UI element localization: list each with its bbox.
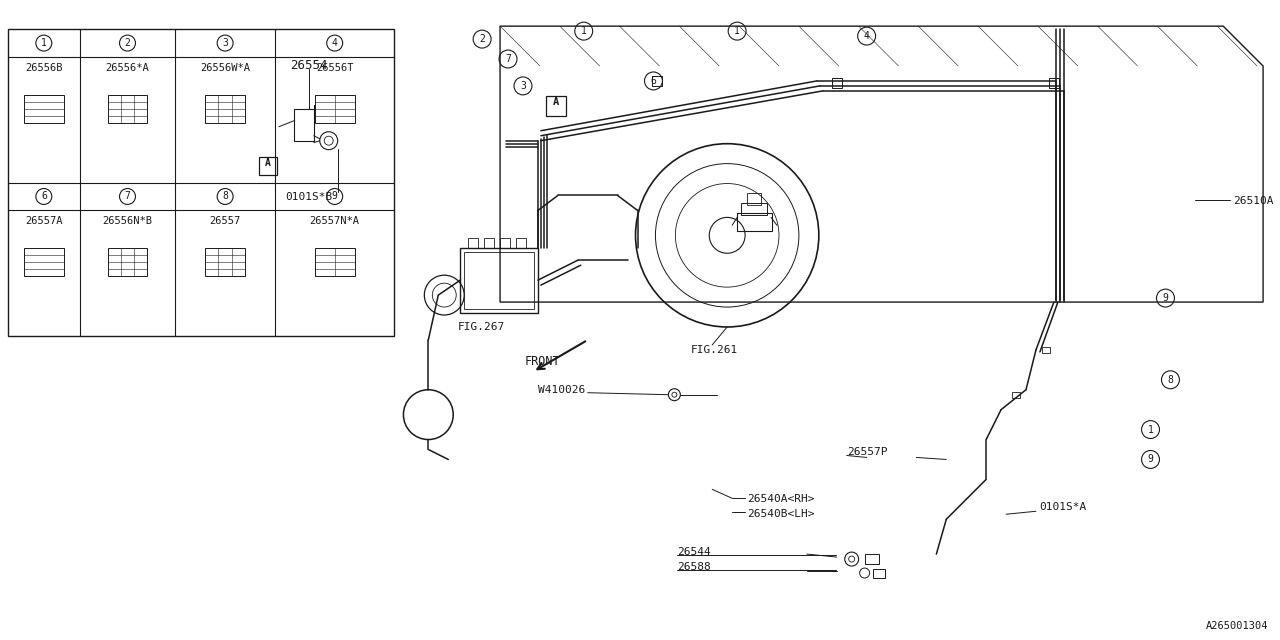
Text: 26556T: 26556T	[316, 63, 353, 73]
Text: 26588: 26588	[677, 562, 712, 572]
Bar	[468, 238, 479, 248]
Bar	[873, 569, 884, 578]
Bar	[832, 78, 842, 88]
Text: 26557N*A: 26557N*A	[310, 216, 360, 227]
Text: 8: 8	[223, 191, 228, 202]
Bar	[294, 109, 314, 141]
Text: 1: 1	[735, 26, 740, 36]
Bar	[1042, 347, 1050, 353]
Text: 26544: 26544	[677, 547, 712, 557]
Text: 4: 4	[864, 31, 869, 41]
Bar	[108, 248, 147, 276]
Bar	[1012, 392, 1020, 397]
Text: 3: 3	[223, 38, 228, 48]
Bar	[500, 238, 509, 248]
Bar	[461, 248, 538, 313]
Text: 0101S*A: 0101S*A	[1039, 502, 1087, 512]
Text: 8: 8	[1167, 375, 1174, 385]
Text: 1: 1	[1148, 424, 1153, 435]
Text: 1: 1	[581, 26, 586, 36]
Bar	[315, 248, 355, 276]
Text: 26557: 26557	[210, 216, 241, 227]
Text: 0101S*B: 0101S*B	[285, 193, 333, 202]
Text: 9: 9	[1162, 293, 1169, 303]
Bar	[24, 248, 64, 276]
Text: FRONT: FRONT	[525, 355, 561, 368]
Text: 9: 9	[332, 191, 338, 202]
Text: 26557A: 26557A	[26, 216, 63, 227]
Bar	[205, 95, 244, 123]
Bar	[864, 554, 878, 564]
Text: A265001304: A265001304	[1206, 621, 1268, 631]
Text: 7: 7	[124, 191, 131, 202]
Text: 7: 7	[506, 54, 511, 64]
Text: 26556*A: 26556*A	[106, 63, 150, 73]
Text: 26556N*B: 26556N*B	[102, 216, 152, 227]
Text: 2: 2	[479, 34, 485, 44]
Text: 26556W*A: 26556W*A	[200, 63, 250, 73]
Bar	[315, 95, 355, 123]
Text: 26540B<LH>: 26540B<LH>	[748, 509, 814, 519]
Bar	[748, 193, 762, 205]
Bar	[737, 213, 772, 231]
Bar	[516, 238, 526, 248]
Text: FIG.261: FIG.261	[690, 345, 737, 355]
Text: W410026: W410026	[538, 385, 585, 395]
Bar	[653, 76, 663, 86]
Bar	[24, 95, 64, 123]
Text: 26556B: 26556B	[26, 63, 63, 73]
Bar	[108, 95, 147, 123]
Text: 26557P: 26557P	[846, 447, 887, 458]
Text: A: A	[553, 97, 559, 107]
Text: 6: 6	[650, 76, 657, 86]
Bar	[1048, 78, 1059, 88]
Bar	[545, 96, 566, 116]
Text: 26510A: 26510A	[1233, 196, 1274, 207]
Text: 1: 1	[41, 38, 47, 48]
Text: 3: 3	[520, 81, 526, 91]
Text: 6: 6	[41, 191, 47, 202]
Text: 4: 4	[332, 38, 338, 48]
Bar	[465, 252, 534, 309]
Text: FIG.267: FIG.267	[458, 322, 506, 332]
Text: 26554: 26554	[291, 59, 328, 72]
Bar	[484, 238, 494, 248]
Text: 2: 2	[124, 38, 131, 48]
Bar	[741, 204, 767, 216]
Text: 26540A<RH>: 26540A<RH>	[748, 494, 814, 504]
Text: A: A	[265, 157, 271, 168]
Bar	[8, 29, 394, 336]
Bar	[259, 157, 276, 175]
Text: 9: 9	[1148, 454, 1153, 465]
Bar	[205, 248, 244, 276]
